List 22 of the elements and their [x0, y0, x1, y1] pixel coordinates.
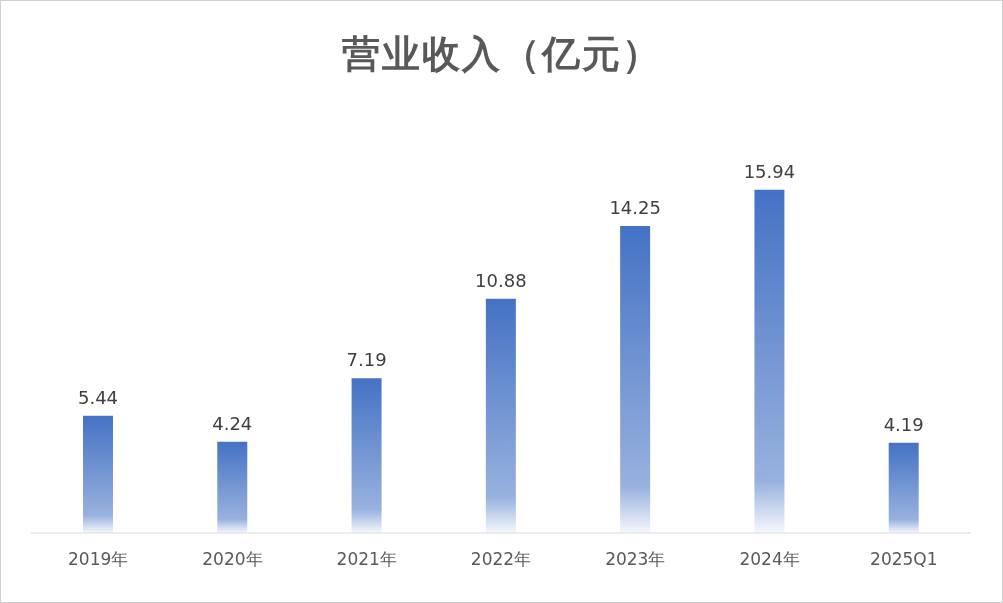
data-label: 15.94 — [743, 160, 796, 182]
x-tick-label: 2022年 — [470, 549, 532, 570]
bar — [217, 441, 248, 533]
bar — [754, 189, 785, 533]
bar — [620, 226, 651, 533]
x-tick-label: 2024年 — [739, 549, 800, 570]
x-tick-label: 2025Q1 — [870, 549, 938, 570]
chart-title: 营业收入（亿元） — [340, 31, 663, 78]
bar — [888, 442, 919, 533]
data-label: 14.25 — [609, 197, 661, 219]
x-tick-label: 2021年 — [336, 549, 397, 570]
data-label: 7.19 — [346, 349, 387, 371]
data-label: 10.88 — [475, 269, 527, 291]
data-label: 4.19 — [883, 413, 924, 435]
x-tick-label: 2019年 — [68, 549, 129, 570]
bar — [485, 298, 516, 533]
x-tick-label: 2020年 — [202, 549, 263, 570]
data-label: 4.24 — [212, 412, 253, 434]
x-tick-label: 2023年 — [605, 549, 666, 570]
data-label: 5.44 — [77, 386, 119, 408]
bar — [351, 378, 382, 533]
bar — [83, 415, 113, 533]
